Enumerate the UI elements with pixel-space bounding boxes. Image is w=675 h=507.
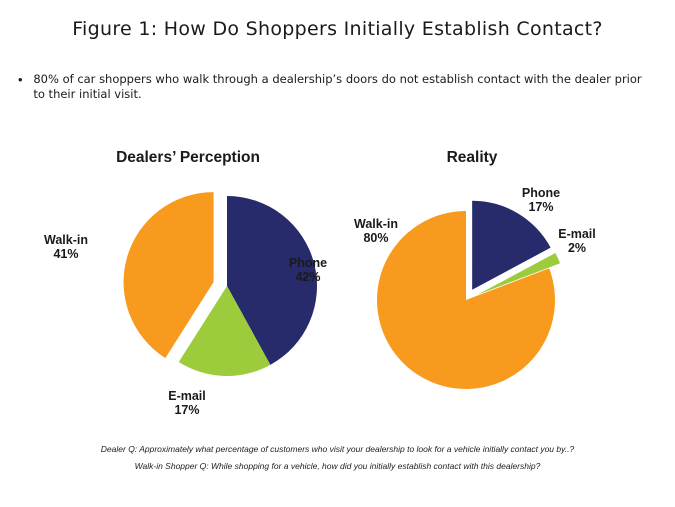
slice-value-label: 2% bbox=[568, 241, 586, 255]
footnote-shopper-question: Walk-in Shopper Q: While shopping for a … bbox=[134, 461, 541, 471]
slice-label: Walk-in bbox=[354, 217, 398, 231]
pie-slice-phone bbox=[227, 196, 318, 365]
slice-value-label: 41% bbox=[53, 247, 78, 261]
slice-label: E-mail bbox=[168, 389, 206, 403]
slice-label: Walk-in bbox=[44, 233, 88, 247]
bullet-marker: • bbox=[18, 72, 23, 87]
pie-slice-phone bbox=[472, 200, 551, 290]
pie-slice-walk-in bbox=[377, 211, 555, 389]
slice-label: Phone bbox=[289, 256, 327, 270]
pie-slice-e-mail bbox=[178, 286, 271, 377]
footnote-dealer-question: Dealer Q: Approximately what percentage … bbox=[100, 444, 575, 454]
pie-slice-walk-in bbox=[123, 192, 214, 359]
bullet-text: 80% of car shoppers who walk through a d… bbox=[33, 72, 642, 101]
bullet-point: • 80% of car shoppers who walk through a… bbox=[18, 72, 648, 102]
slice-value-label: 80% bbox=[363, 231, 388, 245]
slice-value-label: 17% bbox=[528, 200, 553, 214]
slice-value-label: 17% bbox=[174, 403, 199, 417]
slice-value-label: 42% bbox=[295, 270, 320, 284]
pie-slice-e-mail bbox=[476, 252, 561, 296]
slice-label: E-mail bbox=[558, 227, 596, 241]
chart-title: Dealers’ Perception bbox=[116, 149, 260, 166]
chart-title: Reality bbox=[447, 149, 498, 166]
slice-label: Phone bbox=[522, 186, 560, 200]
figure-title: Figure 1: How Do Shoppers Initially Esta… bbox=[72, 18, 603, 40]
